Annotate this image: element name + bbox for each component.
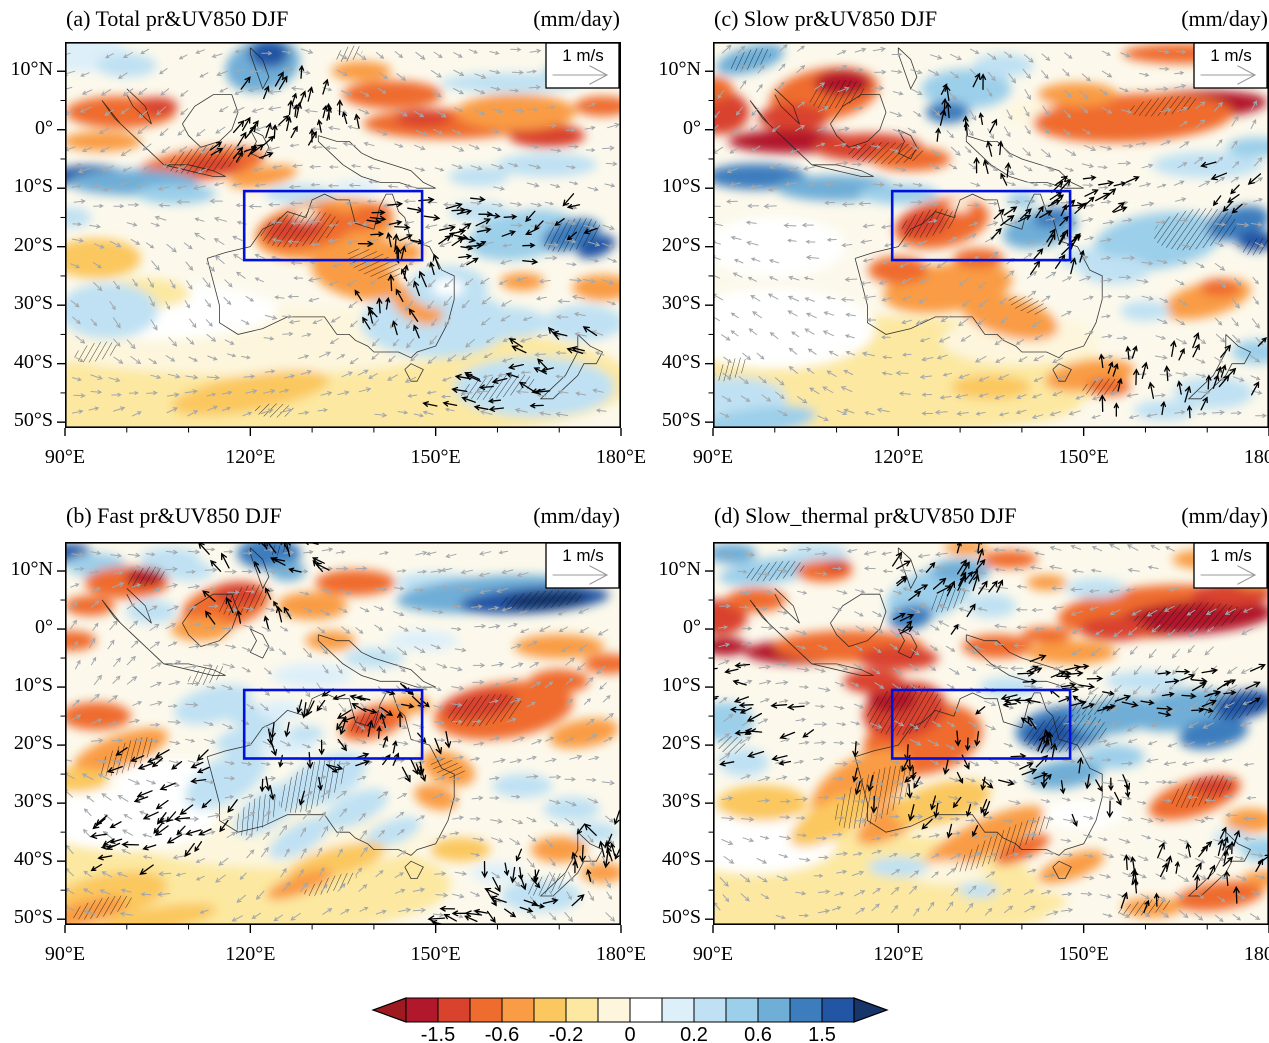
colorbar-tick-label: -1.5 — [421, 1024, 455, 1043]
y-tick-label: 0° — [35, 116, 53, 139]
x-tick-label: 150°E — [410, 446, 461, 468]
y-tick-label: 10°N — [10, 58, 53, 81]
panel-title-text: (a) Total pr&UV850 DJF — [66, 6, 289, 31]
panel-title-text: (c) Slow pr&UV850 DJF — [714, 6, 938, 31]
x-tick-label: 180°E — [595, 446, 647, 468]
panel-title-text: (b) Fast pr&UV850 DJF — [66, 503, 282, 528]
x-tick-label: 120°E — [225, 943, 276, 965]
colorbar-tick-label: 1.5 — [808, 1024, 836, 1043]
y-tick-label: 30°S — [661, 790, 701, 813]
x-tick-label: 180°E — [1243, 446, 1269, 468]
colorbar-tick-label: 0.6 — [744, 1024, 772, 1043]
colorbar-tick-label: -0.2 — [549, 1024, 583, 1043]
colorbar: -1.5 -0.6 -0.2 0 0.2 0.6 1.5 — [371, 997, 889, 1043]
x-tick-label: 180°E — [595, 943, 647, 965]
y-tick-label: 20°S — [13, 233, 53, 256]
study-region-box — [242, 688, 424, 760]
panel-units-label: (mm/day) — [1181, 6, 1268, 31]
panel-units-label: (mm/day) — [533, 6, 620, 31]
study-region-box — [890, 189, 1072, 262]
panel-title-b: (b) Fast pr&UV850 DJF (mm/day) — [66, 501, 620, 531]
y-tick-label: 40°S — [661, 350, 701, 373]
x-tick-label: 120°E — [873, 943, 924, 965]
colorbar-tick-label: -0.6 — [485, 1024, 519, 1043]
y-tick-label: 10°N — [658, 558, 701, 580]
x-tick-label: 180°E — [1243, 943, 1269, 965]
y-tick-label: 0° — [683, 616, 701, 639]
y-tick-label: 10°S — [661, 175, 701, 198]
colorbar-tick-label: 0.2 — [680, 1024, 708, 1043]
x-tick-label: 120°E — [225, 446, 276, 468]
y-tick-label: 0° — [35, 616, 53, 639]
y-tick-label: 10°N — [658, 58, 701, 81]
x-tick-label: 90°E — [692, 943, 734, 965]
reference-vector-label: 1 m/s — [1210, 546, 1252, 565]
x-tick-label: 150°E — [1058, 943, 1109, 965]
y-tick-label: 0° — [683, 116, 701, 139]
y-tick-label: 40°S — [13, 350, 53, 373]
panel-title-text: (d) Slow_thermal pr&UV850 DJF — [714, 503, 1017, 528]
panel-units-label: (mm/day) — [1181, 503, 1268, 528]
y-tick-label: 30°S — [661, 292, 701, 315]
y-tick-label: 20°S — [661, 233, 701, 256]
y-tick-label: 40°S — [13, 848, 53, 871]
map-panel-d: 1 m/s — [705, 542, 1269, 933]
panel-title-d: (d) Slow_thermal pr&UV850 DJF (mm/day) — [714, 501, 1268, 531]
y-tick-label: 20°S — [661, 732, 701, 755]
panel-title-a: (a) Total pr&UV850 DJF (mm/day) — [66, 4, 620, 34]
map-panel-a: 1 m/s — [57, 42, 622, 436]
y-tick-label: 10°N — [10, 558, 53, 580]
y-tick-label: 10°S — [13, 175, 53, 198]
panel-title-c: (c) Slow pr&UV850 DJF (mm/day) — [714, 4, 1268, 34]
y-tick-label: 30°S — [13, 292, 53, 315]
y-tick-label: 10°S — [661, 674, 701, 697]
panel-units-label: (mm/day) — [533, 503, 620, 528]
y-tick-label: 50°S — [13, 409, 53, 432]
colorbar-tick-label: 0 — [624, 1024, 635, 1043]
y-tick-label: 40°S — [661, 848, 701, 871]
y-tick-label: 50°S — [661, 409, 701, 432]
x-tick-label: 150°E — [1058, 446, 1109, 468]
y-tick-label: 50°S — [661, 906, 701, 929]
reference-vector-label: 1 m/s — [562, 46, 604, 65]
x-tick-label: 90°E — [692, 446, 734, 468]
x-tick-label: 90°E — [44, 943, 86, 965]
x-tick-label: 90°E — [44, 446, 86, 468]
y-tick-label: 50°S — [13, 906, 53, 929]
x-tick-label: 150°E — [410, 943, 461, 965]
y-tick-label: 30°S — [13, 790, 53, 813]
study-region-box — [242, 189, 424, 262]
y-tick-label: 20°S — [13, 732, 53, 755]
study-region-box — [890, 688, 1072, 760]
reference-vector-label: 1 m/s — [562, 546, 604, 565]
map-panel-b: 1 m/s — [57, 542, 622, 933]
y-tick-label: 10°S — [13, 674, 53, 697]
reference-vector-label: 1 m/s — [1210, 46, 1252, 65]
x-tick-label: 120°E — [873, 446, 924, 468]
map-panel-c: 1 m/s — [705, 42, 1269, 436]
